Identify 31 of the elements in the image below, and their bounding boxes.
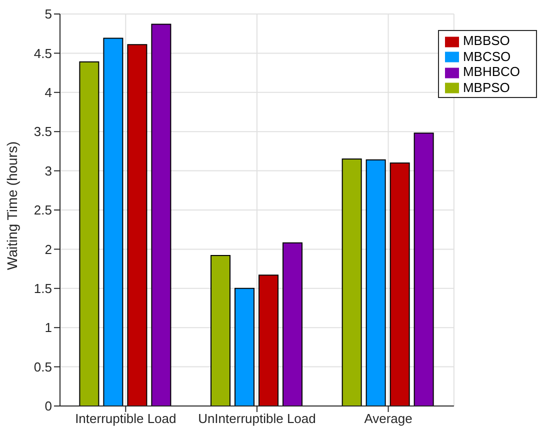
x-tick-label: Average: [364, 411, 412, 426]
legend-label: MBHBCO: [462, 64, 520, 80]
y-tick-label: 4: [44, 85, 52, 100]
bar: [366, 159, 386, 406]
y-tick-label: 3: [44, 163, 52, 178]
y-tick-label: 0: [44, 398, 52, 414]
y-axis-title: Waiting Time (hours): [4, 141, 20, 270]
y-tick-label: 5: [44, 6, 52, 22]
y-tick-label: 1: [44, 320, 52, 336]
bar: [79, 61, 100, 406]
y-tick-label: 2: [44, 242, 52, 257]
legend-label: MBCSO: [462, 48, 511, 64]
bar: [282, 242, 303, 406]
bar: [151, 24, 172, 406]
bar: [234, 288, 255, 406]
bar: [103, 38, 124, 406]
y-tick-label: 3.5: [34, 124, 52, 140]
bar: [342, 158, 362, 406]
y-tick-label: 2.5: [34, 202, 52, 218]
y-tick-label: 1.5: [34, 281, 52, 296]
bar: [258, 274, 279, 406]
x-tick-label: Interruptible Load: [75, 411, 176, 426]
bar: [127, 44, 148, 406]
y-tick-label: 4.5: [34, 46, 52, 61]
bar: [390, 162, 410, 406]
bar: [414, 132, 434, 406]
y-tick-label: 0.5: [34, 359, 52, 374]
bar: [210, 254, 231, 406]
legend-label: MBPSO: [462, 80, 510, 95]
legend-label: MBBSO: [462, 33, 510, 48]
x-tick-label: UnInterruptible Load: [198, 411, 316, 426]
